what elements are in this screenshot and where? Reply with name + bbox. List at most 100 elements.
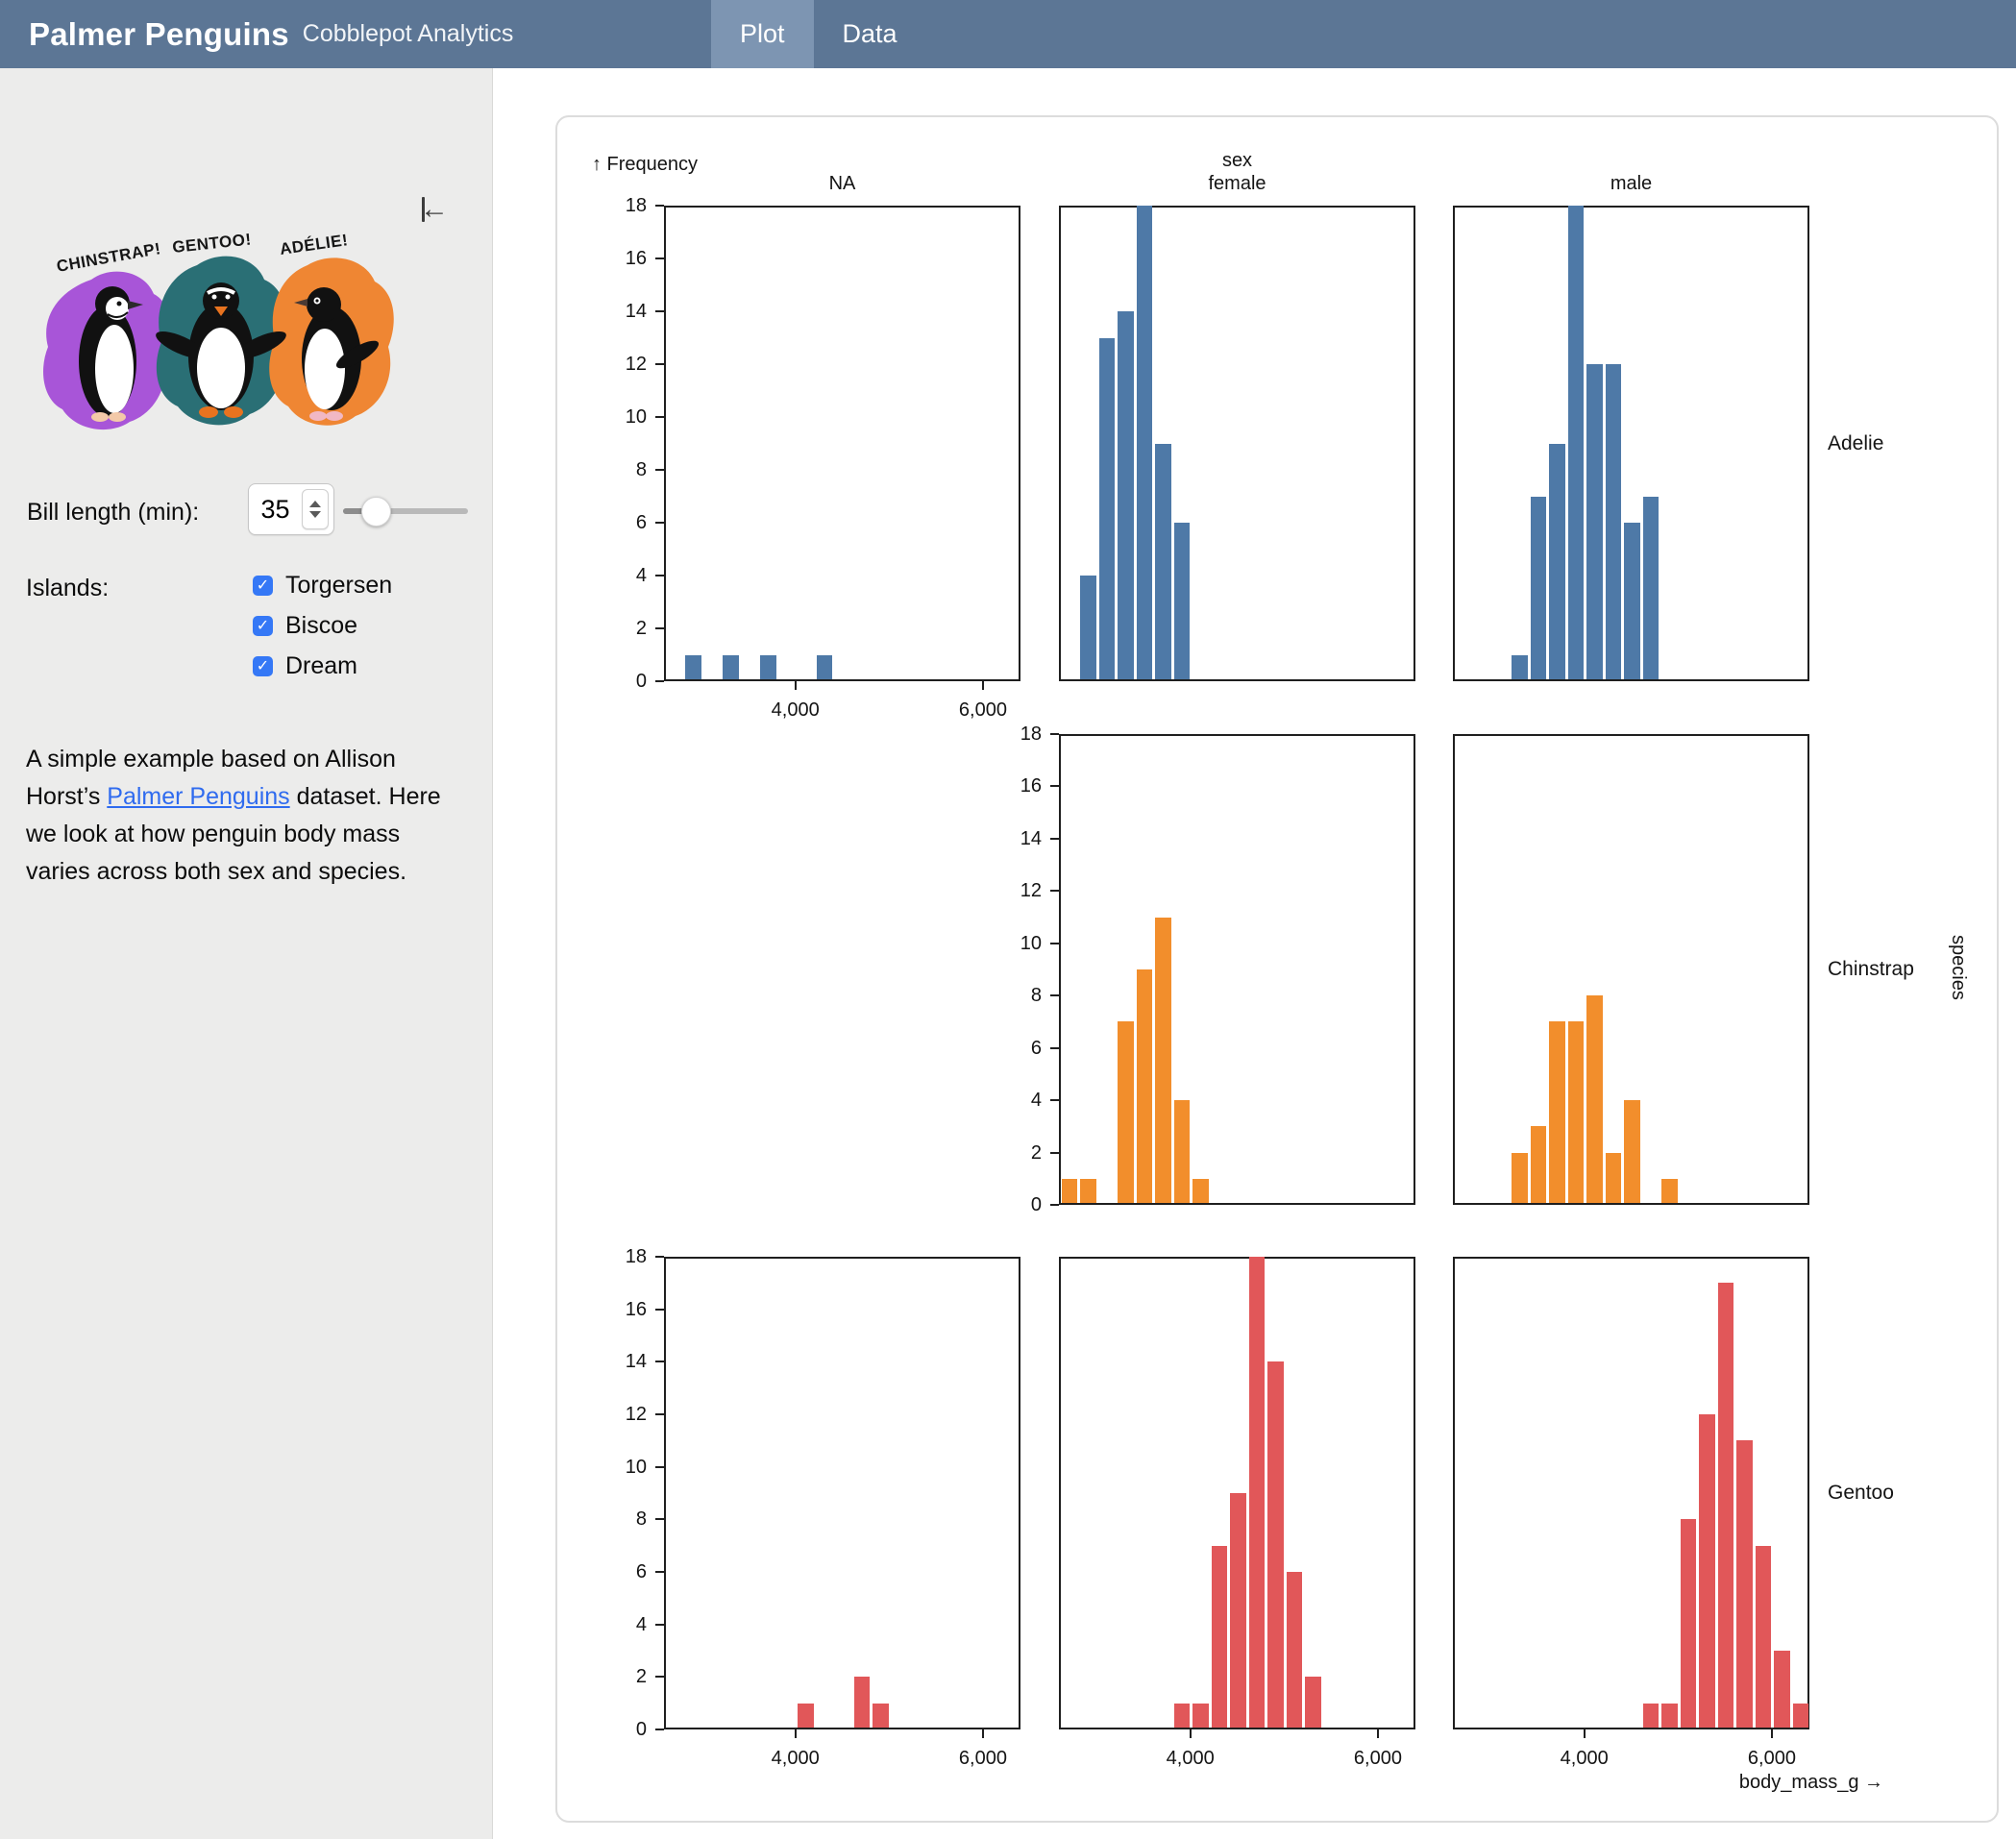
y-tick-label: 8 — [635, 1508, 647, 1531]
y-axis-title: ↑ Frequency — [592, 154, 699, 175]
facet-title-female: female — [1208, 173, 1266, 194]
hist-bar — [1155, 917, 1171, 1203]
y-tick-label: 10 — [1020, 932, 1042, 954]
y-tick-mark — [1050, 837, 1059, 840]
sidebar-description: A simple example based on Allison Horst’… — [26, 741, 470, 891]
y-tick-mark — [655, 1729, 664, 1730]
y-tick-mark — [1050, 1099, 1059, 1102]
bill-length-label: Bill length (min): — [27, 499, 200, 526]
x-tick-label: 6,000 — [1353, 1748, 1402, 1769]
hist-bar — [1173, 1703, 1191, 1728]
y-tick-mark — [655, 1623, 664, 1626]
y-tick-label: 18 — [625, 1246, 647, 1267]
gentoo-penguin — [156, 282, 286, 418]
hist-bar — [1549, 443, 1565, 679]
hist-bar — [1530, 496, 1547, 679]
y-tick-label: 2 — [635, 1666, 647, 1688]
penguins-artwork-image: CHINSTRAP! GENTOO! ADÉLIE! — [43, 230, 394, 430]
plot-card: ↑ Frequency NA sex female male Adelie Chinstra… — [555, 115, 1999, 1823]
palmer-penguins-link[interactable]: Palmer Penguins — [107, 783, 290, 810]
y-tick-mark — [1050, 890, 1059, 893]
header-tabs: Plot Data — [711, 0, 926, 68]
hist-bar — [1586, 364, 1603, 679]
hist-bar — [1173, 523, 1191, 679]
slider-thumb[interactable] — [361, 497, 391, 527]
y-tick-mark — [655, 1413, 664, 1415]
y-tick-mark — [655, 1465, 664, 1468]
adelie-penguin — [294, 287, 380, 421]
islands-options: ✓ Torgersen ✓ Biscoe ✓ Dream — [253, 572, 392, 680]
y-tick-mark — [655, 1571, 664, 1573]
y-tick-label: 12 — [1020, 880, 1042, 902]
facet-frame-gentoo-na — [664, 1257, 1020, 1729]
y-tick-label: 16 — [1020, 775, 1042, 797]
y-tick-label: 0 — [635, 671, 647, 692]
y-tick-mark — [655, 1256, 664, 1258]
y-tick-mark — [1050, 1151, 1059, 1154]
fy-axis-title: species — [1948, 935, 1969, 1000]
fx-super-title: sex — [1221, 150, 1253, 171]
tab-plot[interactable]: Plot — [711, 0, 814, 68]
hist-bar — [1774, 1651, 1790, 1728]
x-tick-label: 4,000 — [1560, 1748, 1609, 1769]
hist-bar — [1530, 1126, 1547, 1203]
sidebar: ← — [0, 68, 493, 1839]
adelie-label: ADÉLIE! — [279, 231, 349, 258]
hist-bar — [1192, 1178, 1209, 1203]
y-tick-mark — [655, 680, 664, 682]
stepper-up-icon[interactable] — [309, 501, 321, 507]
y-tick-mark — [655, 1308, 664, 1311]
y-tick-mark — [655, 363, 664, 365]
y-tick-mark — [655, 627, 664, 629]
y-tick-label: 6 — [635, 512, 647, 533]
y-tick-label: 4 — [635, 1613, 647, 1635]
island-option-dream[interactable]: ✓ Dream — [253, 652, 392, 680]
island-option-label: Torgersen — [285, 572, 393, 599]
x-tick-label: 6,000 — [958, 1748, 1007, 1769]
checkbox-checked-icon[interactable]: ✓ — [253, 576, 273, 596]
bill-length-value[interactable]: 35 — [260, 494, 290, 524]
hist-bar — [1642, 496, 1660, 679]
hist-bar — [1717, 1283, 1734, 1728]
checkbox-checked-icon[interactable]: ✓ — [253, 616, 273, 636]
checkbox-checked-icon[interactable]: ✓ — [253, 656, 273, 676]
hist-bar — [1624, 1100, 1640, 1203]
gentoo-label: GENTOO! — [171, 230, 252, 257]
bill-length-slider[interactable] — [343, 496, 468, 527]
chinstrap-label: CHINSTRAP! — [55, 239, 161, 276]
hist-bar — [1624, 523, 1640, 679]
y-tick-label: 14 — [625, 1351, 647, 1373]
hist-bar — [853, 1677, 871, 1728]
y-tick-label: 12 — [625, 354, 647, 375]
x-tick-mark — [1189, 1729, 1192, 1738]
island-option-biscoe[interactable]: ✓ Biscoe — [253, 612, 392, 640]
y-tick-mark — [655, 205, 664, 207]
sidebar-collapse-icon[interactable]: ← — [420, 193, 449, 225]
slider-track[interactable] — [343, 508, 468, 514]
x-tick-mark — [981, 681, 984, 690]
hist-bar — [873, 1703, 889, 1728]
stepper-down-icon[interactable] — [309, 511, 321, 518]
hist-bar — [1211, 1545, 1228, 1728]
tab-data[interactable]: Data — [842, 19, 897, 48]
hist-bar — [1267, 1361, 1284, 1728]
hist-bar — [1080, 576, 1096, 679]
y-tick-mark — [1050, 785, 1059, 788]
island-option-torgersen[interactable]: ✓ Torgersen — [253, 572, 392, 600]
y-tick-label: 12 — [625, 1404, 647, 1425]
bill-length-input[interactable]: 35 — [248, 483, 334, 535]
y-tick-label: 8 — [1030, 985, 1042, 1007]
hist-bar — [1248, 1257, 1266, 1728]
row-label-adelie: Adelie — [1828, 431, 1884, 454]
y-tick-label: 16 — [625, 248, 647, 269]
hist-bar — [1118, 311, 1134, 679]
y-tick-mark — [655, 522, 664, 524]
y-tick-label: 18 — [1020, 723, 1042, 745]
y-tick-mark — [655, 469, 664, 471]
bill-length-stepper[interactable] — [302, 489, 329, 529]
y-tick-label: 10 — [625, 406, 647, 428]
hist-bar — [1173, 1100, 1191, 1203]
hist-bar — [1680, 1519, 1697, 1728]
hist-bar — [1286, 1572, 1303, 1728]
hist-bar — [1061, 1178, 1078, 1203]
